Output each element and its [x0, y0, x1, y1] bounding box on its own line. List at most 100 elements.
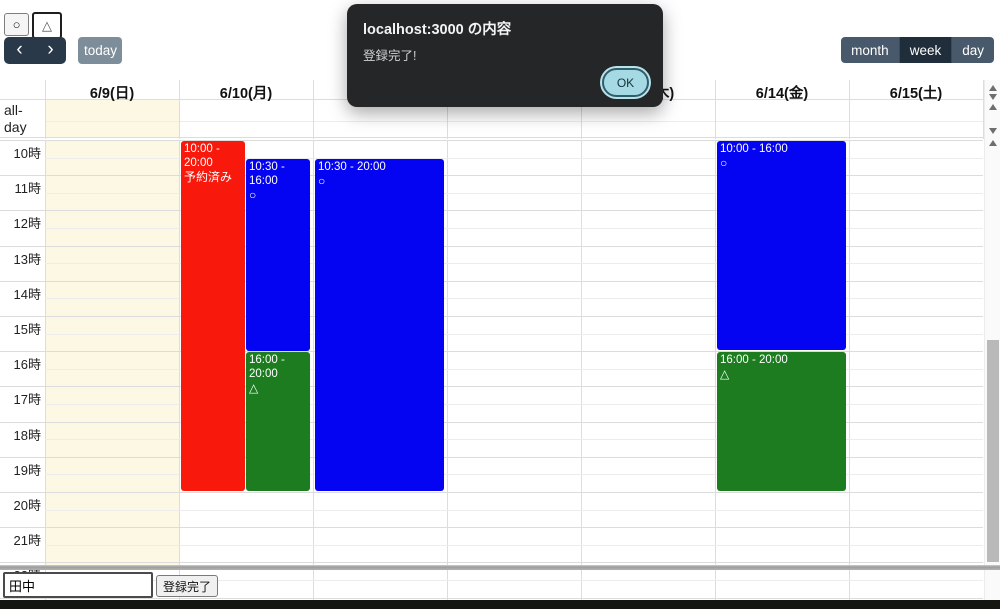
- name-input[interactable]: [3, 572, 153, 598]
- hour-line: [0, 457, 983, 458]
- today-button[interactable]: today: [78, 37, 122, 64]
- register-button[interactable]: 登録完了: [156, 575, 219, 597]
- event-title: △: [720, 367, 730, 381]
- time-label: 15時: [13, 322, 41, 337]
- day-header: 6/9(日): [89, 86, 135, 102]
- column-border: [581, 80, 582, 139]
- half-hour-line: [45, 474, 983, 475]
- event-title: ○: [249, 188, 257, 202]
- scroll-up-icon[interactable]: [987, 139, 999, 147]
- scroll-up-icon[interactable]: [987, 84, 999, 92]
- triangle-marker-button[interactable]: △: [32, 12, 62, 39]
- view-switcher: month week day: [841, 37, 994, 63]
- day-header: 6/14(金): [755, 86, 809, 102]
- dialog-title: localhost:3000 の内容: [363, 22, 512, 38]
- circle-marker-button[interactable]: ○: [4, 13, 29, 36]
- prev-next-group: ‹ ›: [4, 37, 66, 64]
- event[interactable]: 10:00 - 20:00 予約済み: [181, 141, 245, 491]
- column-border: [313, 80, 314, 139]
- half-hour-line: [45, 193, 983, 194]
- allday-divider: [0, 137, 983, 138]
- half-hour-line: [45, 580, 983, 581]
- event-time: 16:00 - 20:00: [720, 354, 788, 366]
- alert-dialog: localhost:3000 の内容 登録完了! OK: [347, 4, 663, 107]
- allday-inner-line: [45, 121, 983, 122]
- time-label: 19時: [13, 463, 41, 478]
- hour-line: [0, 492, 983, 493]
- column-border: [581, 140, 582, 600]
- event[interactable]: 10:30 - 16:00 ○: [246, 159, 310, 351]
- hour-line: [0, 527, 983, 528]
- column-border: [45, 80, 46, 139]
- hour-line: [0, 562, 983, 563]
- half-hour-line: [45, 334, 983, 335]
- half-hour-line: [45, 228, 983, 229]
- view-button-day[interactable]: day: [952, 37, 994, 63]
- half-hour-line: [45, 404, 983, 405]
- time-label: 11時: [14, 181, 42, 196]
- dialog-message: 登録完了!: [363, 49, 417, 63]
- event[interactable]: 10:30 - 20:00 ○: [315, 159, 444, 491]
- hour-line: [0, 351, 983, 352]
- column-border: [179, 80, 180, 139]
- event-time: 10:30 - 16:00: [249, 161, 285, 187]
- scroll-down-icon[interactable]: [987, 93, 999, 101]
- hour-line: [0, 422, 983, 423]
- all-day-label: all-day: [4, 102, 27, 135]
- next-button[interactable]: ›: [35, 37, 66, 64]
- hour-line: [0, 210, 983, 211]
- event[interactable]: 16:00 - 20:00 △: [246, 352, 310, 491]
- vertical-scrollbar[interactable]: [984, 80, 1000, 600]
- time-label: 10時: [13, 146, 41, 161]
- half-hour-line: [45, 369, 983, 370]
- time-label: 12時: [13, 216, 41, 231]
- horizontal-scrollbar[interactable]: [0, 565, 1000, 570]
- column-border: [983, 80, 984, 139]
- today-allday-highlight: [46, 100, 179, 137]
- event-time: 10:00 - 20:00: [184, 143, 220, 169]
- view-button-month[interactable]: month: [841, 37, 900, 63]
- column-border: [313, 140, 314, 600]
- half-hour-line: [45, 545, 983, 546]
- event[interactable]: 16:00 - 20:00 △: [717, 352, 846, 491]
- column-border: [715, 140, 716, 600]
- time-label: 13時: [13, 252, 41, 267]
- event[interactable]: 10:00 - 16:00 ○: [717, 141, 846, 350]
- half-hour-line: [45, 298, 983, 299]
- hour-line: [0, 175, 983, 176]
- column-border: [715, 80, 716, 139]
- scroll-down-icon[interactable]: [987, 127, 999, 135]
- time-grid: 10時11時12時13時14時15時16時17時18時19時20時21時22時2…: [0, 140, 983, 600]
- day-header: 6/15(土): [889, 86, 943, 102]
- hour-line: [0, 246, 983, 247]
- dialog-ok-button[interactable]: OK: [602, 68, 649, 97]
- column-border: [447, 140, 448, 600]
- time-label: 18時: [13, 428, 41, 443]
- event-title: △: [249, 381, 259, 395]
- hour-line: [0, 140, 983, 141]
- scrollbar-thumb[interactable]: [987, 340, 999, 562]
- time-label: 20時: [13, 498, 41, 513]
- hour-line: [0, 281, 983, 282]
- half-hour-line: [45, 439, 983, 440]
- time-label: 17時: [13, 392, 41, 407]
- prev-button[interactable]: ‹: [4, 37, 35, 64]
- event-title: ○: [318, 174, 326, 188]
- column-border: [45, 140, 46, 600]
- hour-line: [0, 598, 983, 599]
- day-header: 6/10(月): [219, 86, 273, 102]
- hour-line: [0, 386, 983, 387]
- chevron-left-icon: ‹: [16, 38, 23, 60]
- view-button-week[interactable]: week: [899, 37, 953, 63]
- column-border: [849, 140, 850, 600]
- today-column-highlight: [46, 140, 179, 566]
- time-label: 16時: [13, 357, 41, 372]
- bottom-bar: [0, 600, 1000, 609]
- half-hour-line: [45, 263, 983, 264]
- time-label: 21時: [13, 533, 41, 548]
- scroll-up-icon[interactable]: [987, 103, 999, 111]
- event-time: 10:00 - 16:00: [720, 143, 788, 155]
- event-title: ○: [720, 156, 728, 170]
- half-hour-line: [45, 510, 983, 511]
